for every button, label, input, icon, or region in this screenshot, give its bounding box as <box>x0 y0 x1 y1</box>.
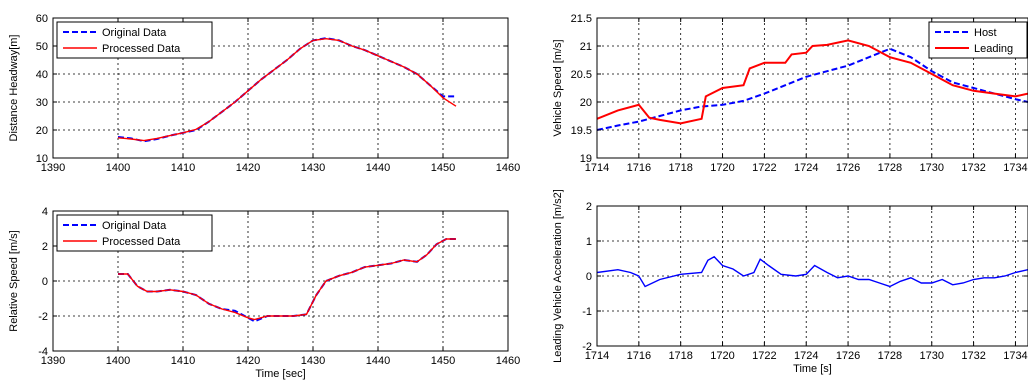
y-tick-label: 4 <box>42 206 48 218</box>
x-tick-label: 1400 <box>106 162 130 174</box>
x-tick-label: 1390 <box>41 162 65 174</box>
x-tick-label: 1724 <box>794 162 818 174</box>
series-line-processed-data <box>118 238 456 321</box>
legend-box <box>928 21 1028 59</box>
y-tick-label: 21.5 <box>571 13 592 25</box>
legend-box <box>56 214 213 252</box>
x-tick-label: 1420 <box>236 162 260 174</box>
legend-label: Processed Data <box>102 236 181 248</box>
y-tick-label: 50 <box>36 41 48 53</box>
x-tick-label: 1732 <box>961 350 985 362</box>
y-tick-label: 20 <box>580 97 592 109</box>
x-tick-label: 1716 <box>627 162 651 174</box>
y-tick-label: 40 <box>36 69 48 81</box>
x-tick-label: 1724 <box>794 350 818 362</box>
x-tick-label: 1410 <box>171 355 195 367</box>
y-axis-label: Leading Vehicle Acceleration [m/s2] <box>552 189 564 363</box>
x-tick-label: 1430 <box>301 355 325 367</box>
y-tick-label: 20 <box>36 125 48 137</box>
chart-accel: 1714 1716 1718 1720 1722 1724 1726 1728 1730 1732… <box>552 189 1028 375</box>
legend: Original Data Processed Data <box>56 21 213 59</box>
chart-vehspeed: 1714 1716 1718 1720 1722 1724 1726 1728 1730 1732… <box>552 13 1028 174</box>
y-tick-label: 1 <box>586 236 592 248</box>
y-tick-label: 0 <box>42 276 48 288</box>
x-tick-label: 1714 <box>585 350 609 362</box>
x-tick-label: 1730 <box>920 162 944 174</box>
y-tick-label: 0 <box>586 271 592 283</box>
x-tick-label: 1440 <box>366 355 390 367</box>
x-axis-label: Time [s] <box>793 363 832 375</box>
y-tick-label: -2 <box>38 311 48 323</box>
x-tick-label: 1732 <box>961 162 985 174</box>
x-axis-label: Time [sec] <box>255 368 305 380</box>
axes-box <box>52 17 509 159</box>
x-tick-label: 1730 <box>920 350 944 362</box>
legend: Original Data Processed Data <box>56 214 213 252</box>
x-tick-label: 1450 <box>431 162 455 174</box>
y-tick-label: 21 <box>580 41 592 53</box>
x-tick-label: 1714 <box>585 162 609 174</box>
y-axis-label: Vehicle Speed [m/s] <box>552 39 564 136</box>
legend-label: Original Data <box>102 27 167 39</box>
x-tick-label: 1400 <box>106 355 130 367</box>
y-tick-label: -4 <box>38 346 48 358</box>
series-line-host <box>597 47 1028 131</box>
y-tick-label: 10 <box>36 153 48 165</box>
y-axis-label: Distance Headway[m] <box>8 35 20 142</box>
series-line-leading <box>597 39 1028 125</box>
legend-label: Leading <box>974 43 1013 55</box>
x-tick-label: 1430 <box>301 162 325 174</box>
x-tick-label: 1726 <box>836 162 860 174</box>
x-tick-label: 1716 <box>627 350 651 362</box>
x-tick-label: 1410 <box>171 162 195 174</box>
x-tick-label: 1734 <box>1003 350 1027 362</box>
x-tick-label: 1420 <box>236 355 260 367</box>
y-tick-label: 20.5 <box>571 69 592 81</box>
y-tick-label: 60 <box>36 13 48 25</box>
y-tick-label: 19 <box>580 153 592 165</box>
x-tick-label: 1726 <box>836 350 860 362</box>
x-tick-label: 1460 <box>496 162 520 174</box>
legend-label: Original Data <box>102 220 167 232</box>
legend-label: Host <box>974 27 997 39</box>
x-tick-label: 1722 <box>752 350 776 362</box>
x-tick-label: 1390 <box>41 355 65 367</box>
x-tick-label: 1720 <box>710 350 734 362</box>
x-tick-label: 1722 <box>752 162 776 174</box>
legend-label: Processed Data <box>102 43 181 55</box>
series-line-data <box>597 255 1028 288</box>
y-tick-label: 19.5 <box>571 125 592 137</box>
axes-box <box>596 17 1028 159</box>
x-tick-label: 1450 <box>431 355 455 367</box>
x-tick-label: 1728 <box>878 350 902 362</box>
chart-headway: 1390 1400 1410 1420 1430 1440 1450 1460 10 20 30 40… <box>8 13 520 174</box>
x-tick-label: 1460 <box>496 355 520 367</box>
x-tick-label: 1720 <box>710 162 734 174</box>
x-tick-label: 1734 <box>1003 162 1027 174</box>
y-tick-label: -2 <box>582 341 592 353</box>
legend: Host Leading <box>928 21 1028 59</box>
x-tick-label: 1440 <box>366 162 390 174</box>
series-line-processed-data <box>117 37 457 142</box>
y-axis-label: Relative Speed [m/s] <box>8 230 20 332</box>
y-tick-label: 2 <box>586 201 592 213</box>
x-tick-label: 1718 <box>668 350 692 362</box>
y-tick-label: -1 <box>582 306 592 318</box>
x-tick-label: 1728 <box>878 162 902 174</box>
x-tick-label: 1718 <box>668 162 692 174</box>
chart-relspeed: 1390 1400 1410 1420 1430 1440 1450 1460 -4 -2 0 2 4 R… <box>8 206 520 380</box>
legend-box <box>56 21 213 59</box>
y-tick-label: 2 <box>42 241 48 253</box>
y-tick-label: 30 <box>36 97 48 109</box>
